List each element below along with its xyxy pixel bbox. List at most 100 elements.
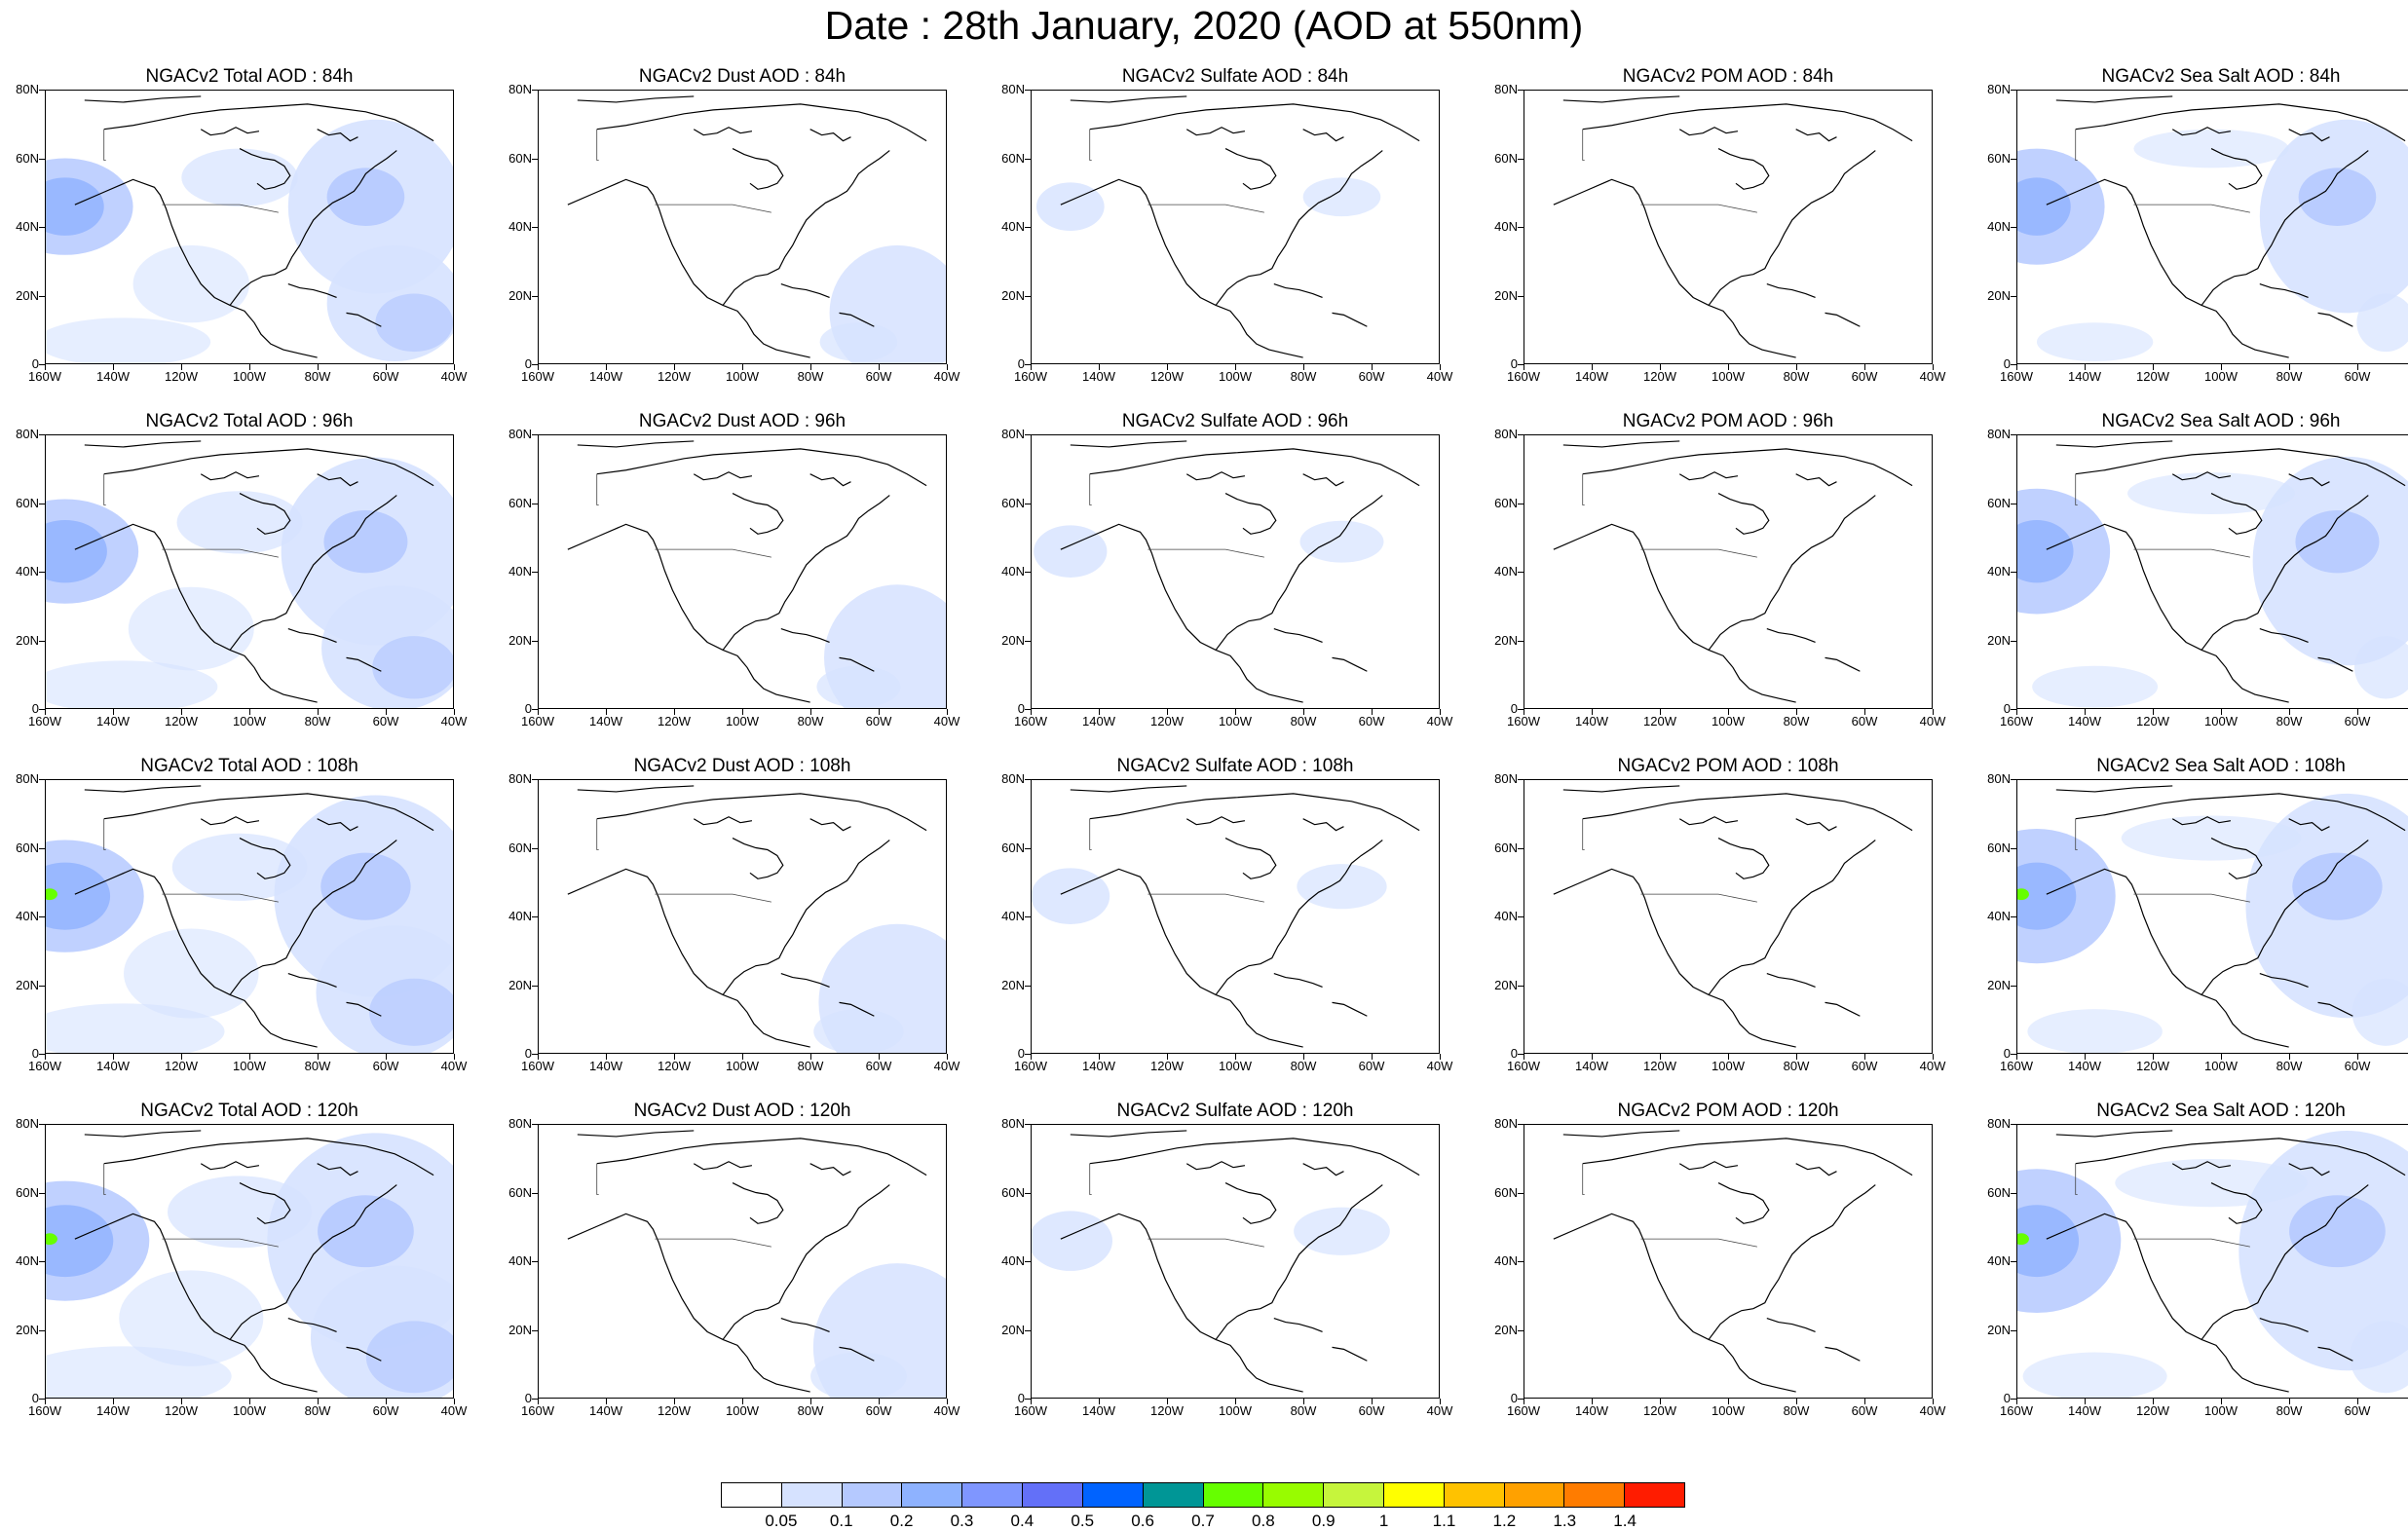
country-border [1089, 473, 1092, 505]
lat-tick-label: 20N [508, 287, 532, 303]
lat-tick-label: 60N [16, 495, 39, 510]
map-frame [538, 90, 947, 364]
coastline [103, 1138, 434, 1176]
lon-tick-label: 120W [2136, 1059, 2169, 1073]
colorbar-label: 0.05 [765, 1512, 798, 1530]
lon-tick-label: 100W [1219, 714, 1252, 728]
lon-tick-label: 80W [304, 369, 331, 384]
lat-tick-mark [1518, 985, 1524, 987]
lon-tick-mark [947, 1399, 948, 1404]
map-frame [2016, 1124, 2408, 1399]
coastline [2210, 493, 2263, 535]
colorbar-swatch [1082, 1483, 1144, 1507]
colorbar-swatch [1324, 1483, 1384, 1507]
coastline [1678, 1161, 1739, 1171]
coastline [839, 1001, 875, 1017]
coastline [1717, 148, 1770, 190]
lat-tick-label: 0 [31, 701, 39, 716]
lon-tick-mark [2221, 1054, 2222, 1060]
lat-tick-mark [39, 158, 45, 160]
country-border [2133, 204, 2250, 213]
lon-tick-label: 60W [1358, 1403, 1385, 1418]
aod-field-region [2017, 519, 2074, 583]
coastline [2210, 1182, 2263, 1224]
lat-tick-label: 0 [2003, 1391, 2011, 1405]
lat-tick-label: 80N [1987, 1116, 2011, 1131]
panel-title: NGACv2 Total AOD : 108h [140, 756, 358, 776]
country-border [1582, 818, 1585, 850]
lat-tick-mark [1518, 1329, 1524, 1331]
lat-tick-label: 60N [1494, 840, 1518, 855]
lon-tick-mark [318, 1399, 319, 1404]
coastline [346, 312, 382, 327]
lon-tick-label: 60W [372, 714, 399, 728]
coastline [567, 523, 810, 703]
coastline [346, 1001, 382, 1017]
lat-tick-mark [39, 227, 45, 228]
lon-tick-mark [181, 1399, 182, 1404]
lon-tick-label: 80W [1290, 714, 1317, 728]
aod-field-region [2036, 322, 2154, 362]
lon-tick-label: 160W [2000, 1403, 2033, 1418]
coastline [722, 495, 890, 651]
lat-tick-label: 40N [1987, 1253, 2011, 1268]
lat-tick-mark [532, 1124, 538, 1125]
map-panel: NGACv2 Total AOD : 120h 80N 60N 40N 20N 0 160W… [6, 1101, 483, 1441]
lat-tick-mark [1025, 434, 1031, 435]
lat-tick-label: 60N [1987, 1184, 2011, 1200]
coastline [1060, 523, 1303, 703]
coastline [1678, 471, 1739, 481]
lat-tick-label: 0 [31, 356, 39, 371]
lon-tick-label: 140W [1082, 1403, 1115, 1418]
coastline [1332, 656, 1368, 672]
lon-tick-label: 160W [1014, 369, 1047, 384]
lat-tick-label: 60N [508, 495, 532, 510]
coastline [1273, 973, 1323, 989]
lon-tick-mark [113, 364, 114, 370]
lat-tick-mark [2011, 572, 2016, 573]
aod-field-region [2032, 665, 2159, 708]
map-panel: NGACv2 Sulfate AOD : 120h 80N 60N 40N 20N 0 16… [992, 1101, 1469, 1441]
coastline [74, 1213, 318, 1393]
colorbar-swatch [902, 1483, 963, 1507]
aod-field-region [326, 168, 405, 227]
coastline [1582, 448, 1913, 487]
lat-tick-label: 20N [1987, 1322, 2011, 1337]
aod-map [2017, 785, 2408, 1053]
lon-tick-mark [538, 364, 539, 370]
lon-tick-mark [742, 364, 743, 370]
lon-tick-mark [1235, 1054, 1236, 1060]
lon-tick-label: 40W [440, 369, 468, 384]
colorbar-label: 0.5 [1071, 1512, 1095, 1530]
lon-tick-label: 140W [589, 714, 622, 728]
lon-tick-label: 140W [96, 369, 130, 384]
lon-tick-label: 40W [440, 1059, 468, 1073]
lat-tick-mark [39, 1261, 45, 1262]
lon-tick-label: 100W [1712, 714, 1745, 728]
lat-tick-mark [2011, 916, 2016, 917]
aod-map [1034, 440, 1420, 703]
aod-field-region [181, 148, 298, 207]
lon-tick-label: 60W [372, 1403, 399, 1418]
aod-field-region [2017, 177, 2071, 236]
lon-tick-label: 80W [797, 1059, 824, 1073]
aod-field-region [168, 1176, 313, 1249]
lon-tick-mark [1728, 364, 1729, 370]
coastline [1332, 1001, 1368, 1017]
aod-field-region [124, 928, 259, 1019]
lon-tick-label: 140W [589, 1403, 622, 1418]
lat-tick-mark [1025, 985, 1031, 987]
lon-tick-label: 60W [1358, 714, 1385, 728]
coastline [1825, 656, 1861, 672]
lon-tick-mark [2085, 364, 2086, 370]
aod-map [1553, 95, 1913, 358]
coastline [1060, 868, 1303, 1048]
colorbar-swatch [1203, 1483, 1264, 1507]
aod-field-region [46, 177, 104, 236]
lon-tick-label: 40W [933, 369, 960, 384]
panel-title: NGACv2 Sulfate AOD : 108h [1116, 756, 1354, 776]
coastline [2317, 1346, 2353, 1362]
aod-field-region [2298, 168, 2377, 227]
lat-tick-label: 40N [1987, 219, 2011, 234]
lat-tick-mark [1518, 434, 1524, 435]
